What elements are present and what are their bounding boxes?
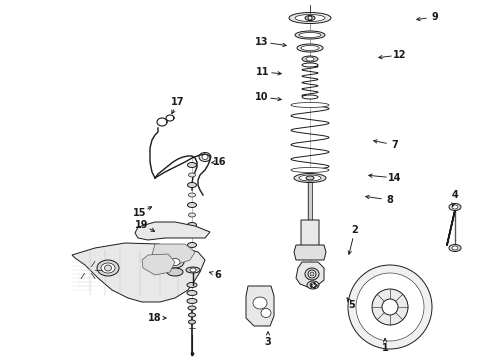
Ellipse shape [189, 173, 196, 177]
Ellipse shape [188, 306, 196, 310]
Ellipse shape [253, 297, 267, 309]
Ellipse shape [449, 244, 461, 252]
Text: 19: 19 [135, 220, 149, 230]
Polygon shape [142, 254, 175, 275]
Ellipse shape [289, 13, 331, 23]
Ellipse shape [301, 45, 319, 50]
Ellipse shape [199, 153, 211, 162]
Text: 4: 4 [452, 190, 458, 200]
Ellipse shape [291, 167, 329, 172]
Ellipse shape [302, 63, 318, 67]
Text: 12: 12 [393, 50, 407, 60]
Ellipse shape [302, 95, 318, 99]
Text: 15: 15 [133, 208, 147, 218]
Ellipse shape [306, 57, 314, 61]
Ellipse shape [186, 267, 200, 273]
Ellipse shape [167, 268, 183, 276]
Ellipse shape [202, 154, 208, 159]
Text: 11: 11 [256, 67, 270, 77]
Ellipse shape [170, 258, 180, 266]
Polygon shape [72, 243, 205, 302]
Ellipse shape [187, 283, 197, 288]
Ellipse shape [188, 222, 196, 228]
Text: 6: 6 [215, 270, 221, 280]
Ellipse shape [299, 32, 321, 37]
Ellipse shape [189, 320, 196, 324]
Ellipse shape [299, 175, 321, 181]
Polygon shape [294, 245, 326, 260]
Ellipse shape [97, 260, 119, 276]
Ellipse shape [189, 213, 196, 217]
Polygon shape [296, 262, 324, 287]
Polygon shape [301, 220, 319, 248]
Text: 3: 3 [265, 337, 271, 347]
Ellipse shape [166, 256, 184, 268]
Ellipse shape [294, 174, 326, 183]
Ellipse shape [189, 313, 196, 317]
Ellipse shape [305, 268, 319, 280]
Ellipse shape [310, 272, 314, 276]
Text: 17: 17 [171, 97, 185, 107]
Ellipse shape [295, 14, 325, 22]
Text: 5: 5 [348, 300, 355, 310]
Polygon shape [152, 244, 195, 265]
Ellipse shape [101, 263, 115, 273]
Ellipse shape [104, 265, 112, 271]
Ellipse shape [189, 233, 196, 237]
Text: 18: 18 [148, 313, 162, 323]
Ellipse shape [188, 202, 196, 207]
Ellipse shape [452, 205, 458, 209]
Circle shape [348, 265, 432, 349]
Ellipse shape [188, 243, 196, 248]
Circle shape [382, 299, 398, 315]
Ellipse shape [188, 162, 196, 167]
Text: 7: 7 [392, 140, 398, 150]
Text: 13: 13 [255, 37, 269, 47]
Ellipse shape [308, 270, 316, 278]
Ellipse shape [187, 291, 197, 296]
Ellipse shape [305, 15, 315, 21]
Text: 1: 1 [382, 343, 389, 353]
Circle shape [372, 289, 408, 325]
Ellipse shape [306, 176, 314, 180]
Ellipse shape [449, 203, 461, 211]
Ellipse shape [291, 103, 329, 108]
Ellipse shape [452, 246, 458, 250]
Ellipse shape [188, 183, 196, 188]
Ellipse shape [308, 16, 312, 20]
Text: 16: 16 [213, 157, 227, 167]
Ellipse shape [310, 283, 316, 288]
Polygon shape [246, 286, 274, 326]
Ellipse shape [297, 44, 323, 52]
Ellipse shape [307, 281, 319, 289]
Text: 14: 14 [388, 173, 402, 183]
Ellipse shape [187, 298, 197, 303]
Polygon shape [135, 222, 210, 240]
Ellipse shape [261, 309, 271, 318]
Ellipse shape [295, 31, 325, 39]
Circle shape [356, 273, 424, 341]
Text: 2: 2 [352, 225, 358, 235]
Ellipse shape [189, 193, 196, 197]
Text: 10: 10 [255, 92, 269, 102]
Text: 8: 8 [387, 195, 393, 205]
Ellipse shape [302, 56, 318, 62]
Ellipse shape [190, 268, 196, 272]
Text: 9: 9 [432, 12, 439, 22]
